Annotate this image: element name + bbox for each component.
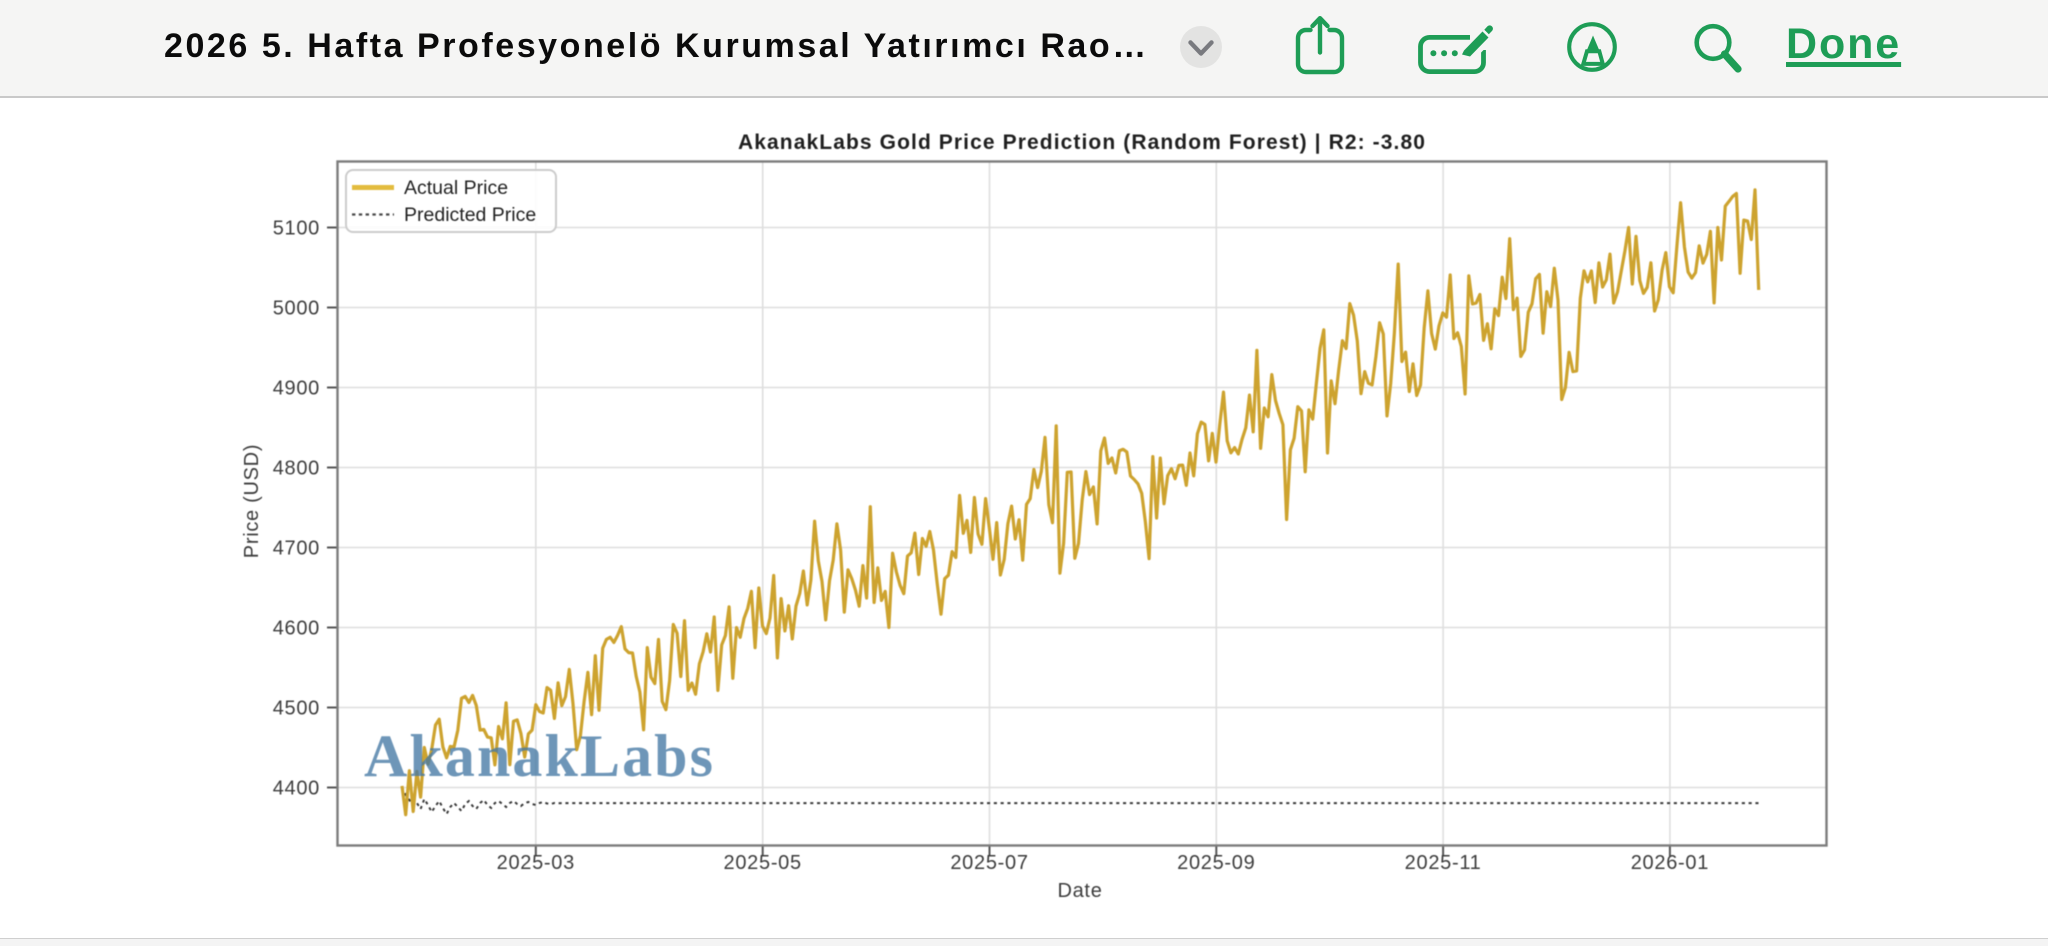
svg-text:4400: 4400 [273, 778, 320, 800]
svg-text:Actual Price: Actual Price [404, 177, 508, 199]
svg-text:2026-01: 2026-01 [1631, 852, 1709, 874]
svg-text:2025-07: 2025-07 [950, 852, 1028, 874]
svg-text:AkanakLabs Gold Price Predicti: AkanakLabs Gold Price Prediction (Random… [738, 131, 1426, 154]
svg-text:5100: 5100 [273, 218, 320, 240]
svg-text:2025-09: 2025-09 [1177, 852, 1255, 874]
svg-text:Date: Date [1057, 880, 1102, 902]
svg-text:2025-05: 2025-05 [724, 852, 802, 874]
svg-text:4900: 4900 [273, 378, 320, 400]
svg-text:Price (USD): Price (USD) [241, 444, 263, 558]
svg-text:Predicted Price: Predicted Price [404, 204, 536, 226]
svg-text:2025-03: 2025-03 [497, 852, 575, 874]
svg-text:4600: 4600 [273, 618, 320, 640]
svg-text:AkanakLabs: AkanakLabs [364, 723, 713, 789]
svg-text:4500: 4500 [273, 698, 320, 720]
svg-text:4700: 4700 [273, 538, 320, 560]
svg-text:4800: 4800 [273, 458, 320, 480]
svg-text:5000: 5000 [273, 298, 320, 320]
svg-text:2025-11: 2025-11 [1405, 852, 1482, 874]
